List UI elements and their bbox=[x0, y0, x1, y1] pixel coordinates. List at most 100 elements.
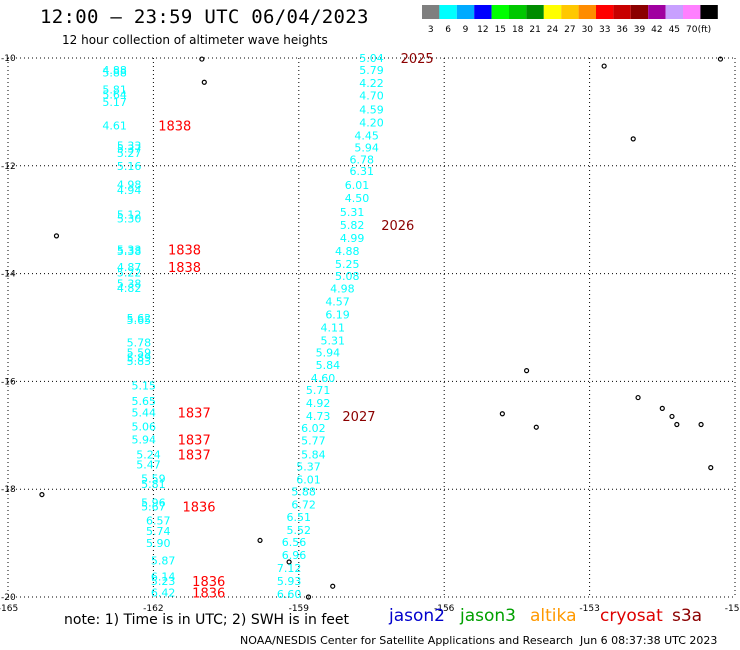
legend-label: 42 bbox=[651, 25, 662, 35]
wave-height-value: 6.57 bbox=[146, 514, 171, 527]
legend-label: 27 bbox=[564, 25, 575, 35]
pass-time-label: 1838 bbox=[168, 243, 201, 258]
wave-height-value: 4.88 bbox=[335, 245, 360, 258]
satellite-s3a: s3a bbox=[672, 606, 703, 626]
wave-height-value: 4.11 bbox=[320, 322, 345, 335]
legend-label: 24 bbox=[547, 25, 559, 35]
island-outline bbox=[698, 421, 704, 428]
wave-height-value: 6.31 bbox=[350, 165, 375, 178]
legend-swatch bbox=[578, 5, 596, 19]
wave-height-value: 6.14 bbox=[151, 571, 176, 584]
wave-height-value: 5.90 bbox=[146, 537, 171, 550]
island-outline bbox=[523, 368, 530, 374]
legend-label: 9 bbox=[463, 25, 469, 35]
wave-height-value: 5.94 bbox=[354, 141, 379, 154]
wave-height-value: 5.88 bbox=[102, 67, 127, 80]
satellite-jason2: jason2 bbox=[389, 606, 445, 626]
generated-time: Jun 6 08:37:38 UTC 2023 bbox=[580, 634, 718, 647]
footer-note: note: 1) Time is in UTC; 2) SWH is in fe… bbox=[64, 612, 350, 628]
wave-height-value: 4.45 bbox=[354, 130, 379, 143]
island-outline bbox=[674, 421, 680, 428]
wave-height-value: 5.83 bbox=[127, 355, 152, 368]
lat-tick-label: -18 bbox=[1, 485, 16, 495]
island-outline bbox=[601, 63, 607, 69]
satellite-cryosat: cryosat bbox=[600, 606, 663, 626]
legend-label: 33 bbox=[599, 25, 610, 35]
lon-tick-label: -159 bbox=[289, 604, 310, 614]
wave-height-value: 4.59 bbox=[359, 104, 384, 117]
wave-height-value: 5.87 bbox=[151, 554, 176, 567]
wave-height-value: 5.31 bbox=[320, 334, 345, 347]
pass-time-label: 2026 bbox=[381, 219, 414, 234]
wave-height-value: 5.37 bbox=[117, 143, 142, 156]
wave-height-value: 5.96 bbox=[141, 497, 166, 510]
legend-swatch bbox=[526, 5, 544, 19]
island-outline bbox=[717, 56, 724, 62]
legend-swatch bbox=[700, 5, 718, 19]
wave-height-value: 5.65 bbox=[127, 314, 152, 327]
island-outline bbox=[635, 394, 641, 401]
wave-height-value: 5.30 bbox=[117, 213, 142, 226]
wave-height-value: 4.98 bbox=[330, 283, 355, 296]
wave-height-value: 5.17 bbox=[102, 96, 127, 109]
wave-height-value: 5.74 bbox=[146, 525, 171, 538]
legend-label: 45 bbox=[669, 25, 680, 35]
island-outline bbox=[499, 411, 505, 417]
legend-swatch bbox=[683, 5, 701, 19]
wave-height-value: 5.82 bbox=[340, 219, 365, 232]
lon-tick-label: -153 bbox=[579, 604, 599, 614]
legend-label: 30 bbox=[582, 25, 594, 35]
wave-height-value: 6.51 bbox=[287, 511, 312, 524]
island-outline bbox=[669, 413, 675, 420]
wave-height-value: 4.88 bbox=[102, 64, 127, 77]
wave-height-value: 4.22 bbox=[359, 77, 384, 90]
island-outline bbox=[53, 233, 60, 239]
wave-height-value: 4.94 bbox=[117, 184, 142, 197]
wave-height-value: 5.71 bbox=[306, 384, 331, 397]
wave-height-value: 4.50 bbox=[345, 192, 370, 205]
wave-height-value: 5.62 bbox=[127, 312, 152, 325]
legend-label: 15 bbox=[495, 25, 506, 35]
wave-height-value: 5.06 bbox=[131, 421, 156, 434]
lat-tick-label: -12 bbox=[1, 162, 16, 172]
wave-height-value: 5.24 bbox=[136, 449, 161, 462]
wave-height-value: 5.12 bbox=[117, 208, 142, 221]
wave-height-value: 6.96 bbox=[282, 549, 307, 562]
wave-height-value: 5.04 bbox=[359, 52, 384, 65]
wave-height-value: 4.60 bbox=[311, 372, 336, 385]
pass-time-label: 1836 bbox=[182, 500, 215, 515]
legend-swatch bbox=[543, 5, 562, 19]
legend-swatch bbox=[665, 5, 683, 19]
wave-height-value: 6.42 bbox=[151, 587, 176, 600]
wave-height-value: 5.08 bbox=[335, 270, 360, 283]
pass-time-label: 1836 bbox=[192, 587, 225, 602]
wave-height-value: 6.01 bbox=[345, 179, 370, 192]
island-outline bbox=[630, 136, 636, 142]
pass-time-label: 1838 bbox=[158, 119, 191, 134]
legend-label: 3 bbox=[428, 25, 434, 35]
legend-swatch bbox=[561, 5, 579, 19]
wave-height-legend: 3 6 9 12 15 18 21 24 27 30 33 36 39 42 45 70 (ft) bbox=[422, 5, 718, 35]
wave-height-value: 5.84 bbox=[301, 449, 326, 462]
island-outline bbox=[286, 559, 292, 565]
legend-swatch bbox=[439, 5, 457, 19]
credit-line: NOAA/NESDIS Center for Satellite Applica… bbox=[240, 634, 574, 647]
wave-height-value: 5.33 bbox=[117, 139, 142, 152]
wave-height-value: 7.12 bbox=[277, 562, 302, 575]
wave-height-value: 5.38 bbox=[117, 277, 142, 290]
wave-height-value: 5.59 bbox=[127, 346, 152, 359]
wave-height-value: 5.37 bbox=[296, 461, 321, 474]
wave-height-value: 4.20 bbox=[359, 117, 384, 130]
lat-tick-label: -16 bbox=[1, 377, 16, 387]
wave-height-value: 4.70 bbox=[359, 90, 384, 103]
wave-height-value: 4.87 bbox=[117, 261, 142, 274]
wave-height-value: 5.59 bbox=[141, 472, 166, 485]
island-outline bbox=[659, 405, 665, 411]
island-outline bbox=[305, 594, 312, 600]
pass-time-label: 1837 bbox=[178, 434, 211, 449]
legend-swatch bbox=[630, 5, 649, 19]
wave-height-value: 6.78 bbox=[350, 153, 375, 166]
island-outline bbox=[201, 79, 207, 85]
wave-height-value: 5.33 bbox=[117, 243, 142, 256]
